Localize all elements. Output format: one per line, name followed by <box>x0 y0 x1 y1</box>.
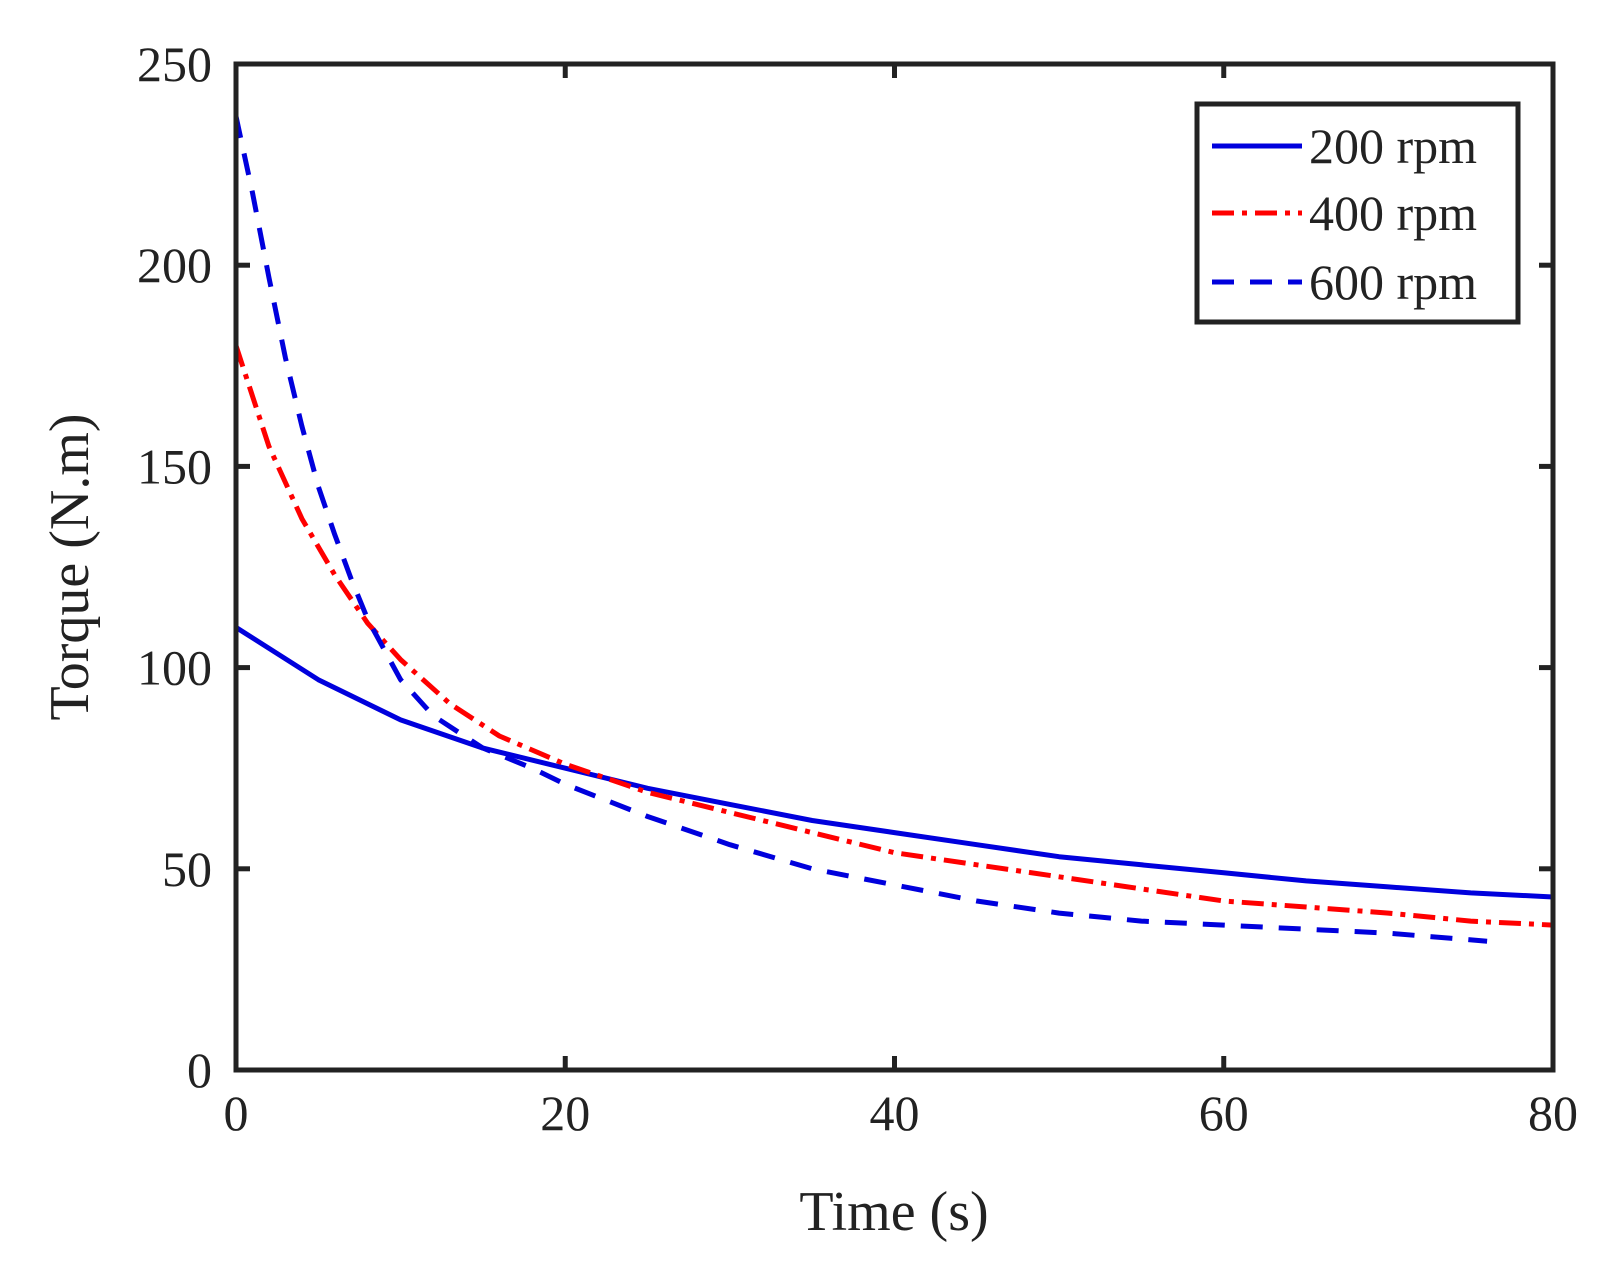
y-axis-label: Torque (N.m) <box>39 413 101 720</box>
y-tick-label: 0 <box>187 1042 212 1098</box>
y-tick-label: 50 <box>162 841 212 897</box>
legend: 200 rpm 400 rpm 600 rpm <box>1194 101 1521 325</box>
y-tick-label: 100 <box>137 640 212 696</box>
y-tick-label: 150 <box>137 438 212 494</box>
tick-labels: 0 20 40 60 80 0 50 100 150 200 250 <box>137 36 1578 1141</box>
y-tick-label: 250 <box>137 36 212 92</box>
x-axis-label: Time (s) <box>799 1181 988 1243</box>
series-line-400-rpm <box>233 344 1554 928</box>
legend-label-400-rpm: 400 rpm <box>1309 185 1477 241</box>
plot-frame <box>233 61 1556 1073</box>
x-tick-label: 40 <box>870 1085 920 1141</box>
x-tick-label: 80 <box>1528 1085 1578 1141</box>
plot-lines <box>233 115 1554 944</box>
legend-label-200-rpm: 200 rpm <box>1309 118 1477 174</box>
legend-box <box>1194 101 1521 325</box>
x-tick-label: 20 <box>540 1085 590 1141</box>
legend-label-600-rpm: 600 rpm <box>1309 254 1477 310</box>
series-line-600-rpm <box>233 115 1488 944</box>
x-tick-label: 0 <box>224 1085 249 1141</box>
y-tick-label: 200 <box>137 237 212 293</box>
x-tick-label: 60 <box>1199 1085 1249 1141</box>
series-line-200-rpm <box>234 625 1554 900</box>
